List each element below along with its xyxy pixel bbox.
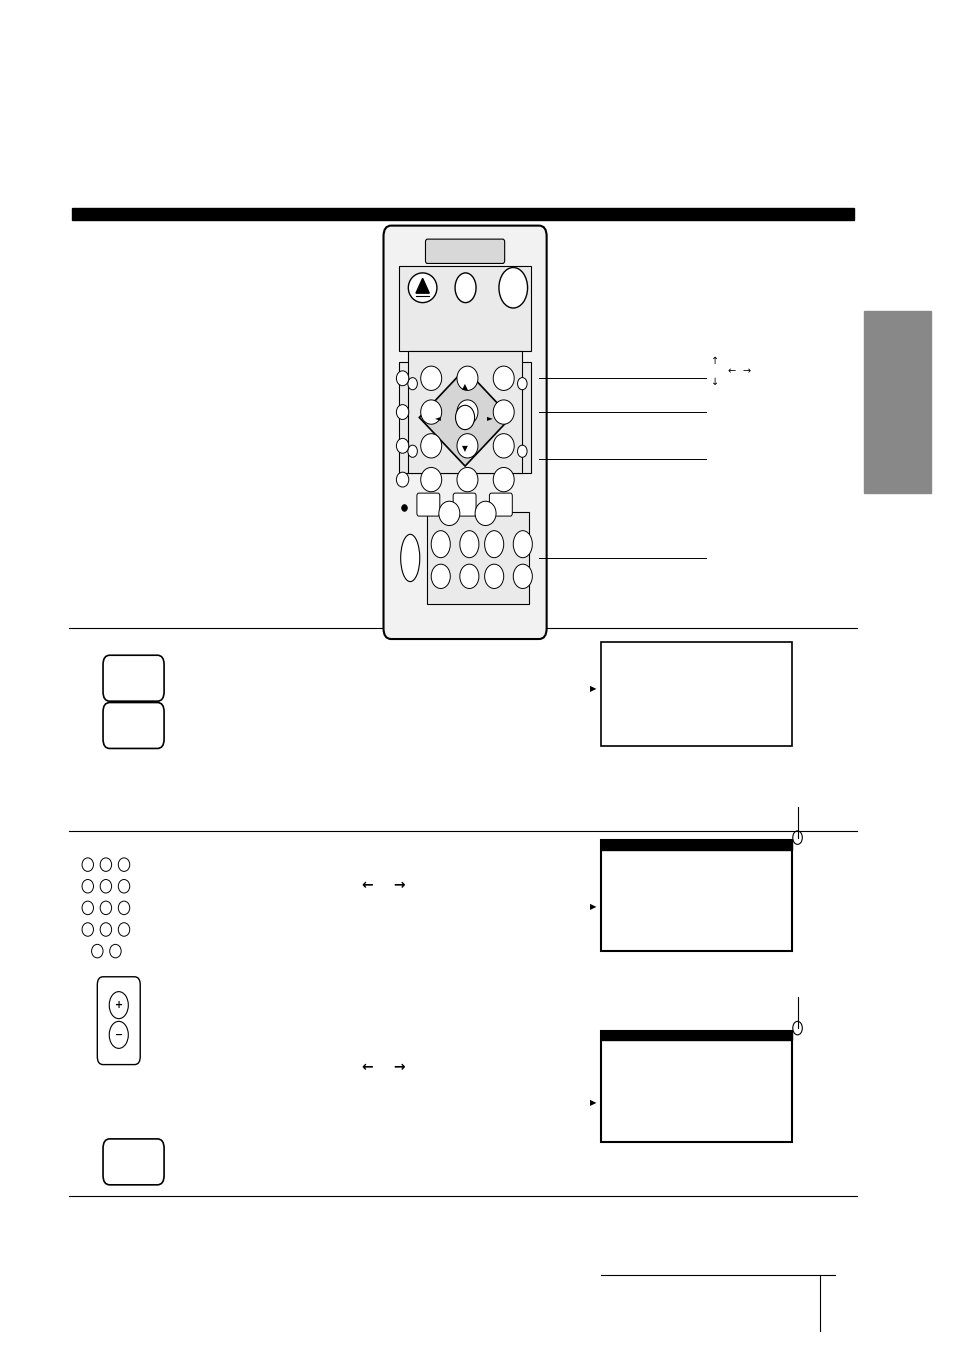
Ellipse shape: [396, 438, 408, 454]
FancyBboxPatch shape: [97, 977, 140, 1065]
Ellipse shape: [110, 944, 121, 958]
Ellipse shape: [431, 565, 450, 589]
Ellipse shape: [396, 372, 408, 386]
Text: ▼: ▼: [461, 444, 468, 453]
Ellipse shape: [401, 504, 407, 512]
Ellipse shape: [493, 366, 514, 390]
Ellipse shape: [82, 880, 93, 893]
Ellipse shape: [100, 858, 112, 871]
Text: ▲: ▲: [461, 382, 468, 390]
FancyBboxPatch shape: [383, 226, 546, 639]
Text: ↓: ↓: [710, 377, 719, 388]
Ellipse shape: [118, 858, 130, 871]
Ellipse shape: [100, 901, 112, 915]
Text: →: →: [393, 878, 404, 892]
Ellipse shape: [408, 377, 416, 390]
FancyBboxPatch shape: [416, 493, 439, 516]
Ellipse shape: [513, 565, 532, 589]
Ellipse shape: [513, 531, 532, 558]
Ellipse shape: [493, 434, 514, 458]
Bar: [863, 311, 930, 493]
Bar: [408, 351, 521, 473]
Text: ▶: ▶: [589, 902, 596, 912]
Text: →: →: [741, 366, 750, 377]
Ellipse shape: [792, 831, 801, 844]
FancyBboxPatch shape: [425, 239, 504, 263]
Ellipse shape: [484, 565, 503, 589]
Ellipse shape: [82, 901, 93, 915]
Ellipse shape: [456, 366, 477, 390]
Text: −: −: [114, 1029, 123, 1040]
Ellipse shape: [456, 434, 477, 458]
FancyBboxPatch shape: [489, 493, 512, 516]
Bar: [600, 1031, 791, 1142]
Ellipse shape: [408, 273, 436, 303]
Ellipse shape: [420, 434, 441, 458]
Bar: [398, 362, 531, 473]
Ellipse shape: [455, 273, 476, 303]
Bar: [71, 208, 853, 220]
Text: ↑: ↑: [710, 355, 719, 366]
Text: ◄: ◄: [435, 413, 440, 422]
Ellipse shape: [109, 1021, 128, 1048]
Text: ←: ←: [727, 366, 736, 377]
Ellipse shape: [100, 880, 112, 893]
Ellipse shape: [402, 376, 408, 382]
Ellipse shape: [420, 467, 441, 492]
FancyBboxPatch shape: [103, 703, 164, 748]
Ellipse shape: [420, 400, 441, 424]
Ellipse shape: [498, 267, 527, 308]
Ellipse shape: [484, 531, 503, 558]
Ellipse shape: [475, 501, 496, 526]
Text: +: +: [114, 1000, 123, 1011]
Ellipse shape: [396, 405, 408, 420]
Ellipse shape: [459, 565, 478, 589]
Text: ←: ←: [361, 1061, 373, 1074]
Text: ←: ←: [361, 878, 373, 892]
Text: →: →: [393, 1061, 404, 1074]
Text: ▶: ▶: [589, 1098, 596, 1108]
Ellipse shape: [118, 901, 130, 915]
Ellipse shape: [118, 880, 130, 893]
Ellipse shape: [792, 1021, 801, 1035]
Ellipse shape: [456, 467, 477, 492]
Ellipse shape: [517, 377, 526, 390]
Polygon shape: [416, 278, 429, 293]
FancyBboxPatch shape: [103, 1139, 164, 1185]
Polygon shape: [419, 369, 511, 466]
Ellipse shape: [459, 531, 478, 558]
Ellipse shape: [420, 366, 441, 390]
Ellipse shape: [82, 858, 93, 871]
Ellipse shape: [408, 446, 416, 458]
FancyBboxPatch shape: [453, 493, 476, 516]
Ellipse shape: [396, 473, 408, 488]
FancyBboxPatch shape: [103, 655, 164, 701]
Text: ▶: ▶: [589, 684, 596, 693]
Ellipse shape: [455, 405, 475, 430]
Ellipse shape: [82, 923, 93, 936]
Ellipse shape: [100, 923, 112, 936]
Ellipse shape: [109, 992, 128, 1019]
Ellipse shape: [400, 534, 419, 581]
Ellipse shape: [431, 531, 450, 558]
Ellipse shape: [438, 501, 459, 526]
Ellipse shape: [118, 923, 130, 936]
Bar: [427, 512, 529, 604]
Ellipse shape: [91, 944, 103, 958]
Bar: [600, 642, 791, 746]
Ellipse shape: [493, 400, 514, 424]
Text: ►: ►: [487, 413, 493, 422]
Bar: [600, 840, 791, 850]
Ellipse shape: [493, 467, 514, 492]
Ellipse shape: [517, 446, 526, 458]
Ellipse shape: [456, 400, 477, 424]
Bar: [600, 1031, 791, 1040]
Bar: [600, 840, 791, 951]
Bar: [398, 266, 531, 351]
